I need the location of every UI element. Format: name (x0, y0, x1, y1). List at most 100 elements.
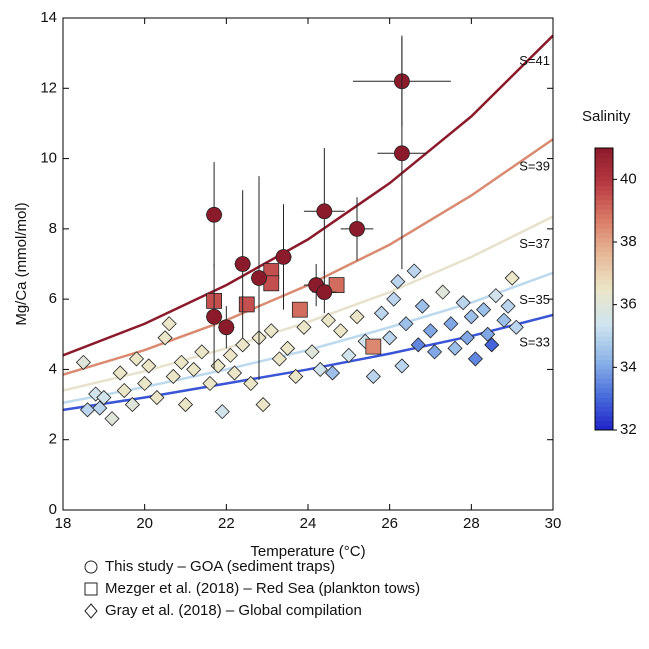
legend-symbol (84, 603, 98, 619)
circle-point (275, 249, 292, 265)
curve-label: S=39 (519, 159, 550, 174)
colorbar-cell (595, 420, 613, 426)
diamond-point (296, 319, 312, 335)
colorbar-cell (595, 157, 613, 163)
y-tick-label: 2 (49, 431, 57, 448)
x-tick-label: 18 (55, 515, 72, 532)
plot-frame (62, 17, 554, 511)
y-tick-label: 14 (40, 9, 57, 26)
legend-symbol (84, 560, 98, 574)
diamond-point (398, 316, 414, 332)
colorbar-cell (595, 401, 613, 407)
colorbar-cell (595, 204, 613, 210)
curve-label: S=33 (519, 334, 550, 349)
y-tick-label: 8 (49, 220, 57, 237)
diamond-point (263, 323, 279, 339)
diamond-point (504, 270, 520, 286)
colorbar-cell (595, 364, 613, 370)
colorbar-cell (595, 176, 613, 182)
colorbar-cell (595, 237, 613, 243)
colorbar-cell (595, 368, 613, 375)
colorbar-cell (595, 392, 613, 398)
colorbar-cell (595, 199, 613, 205)
diamond-point (414, 298, 430, 314)
x-tick-label: 30 (545, 515, 562, 532)
diamond-point (157, 330, 173, 346)
circle-point (316, 203, 333, 220)
diamond-point (288, 368, 304, 385)
curve-label: S=35 (519, 292, 550, 307)
colorbar-cell (595, 331, 613, 337)
diamond-point (255, 397, 271, 413)
colorbar-cell (595, 307, 613, 313)
diamond-point (496, 312, 512, 328)
colorbar-cell (595, 425, 613, 431)
circle-point (251, 270, 267, 286)
colorbar-cell (595, 303, 613, 309)
diamond-point (324, 365, 341, 381)
colorbar-cell (595, 317, 613, 323)
colorbar-cell (595, 279, 613, 285)
legend-text: Mezger et al. (2018) – Red Sea (plankton… (105, 580, 420, 597)
diamond-point (500, 298, 516, 314)
legend-text: Gray et al. (2018) – Global compilation (105, 602, 362, 619)
colorbar-cell (595, 293, 613, 299)
colorbar-cell (595, 345, 613, 351)
diamond-point (104, 411, 120, 427)
colorbar-cell (595, 406, 613, 412)
colorbar-tick-label: 40 (620, 170, 637, 187)
colorbar-cell (595, 260, 613, 266)
diamond-point (112, 365, 128, 381)
colorbar-cell (595, 242, 613, 248)
diamond-point (410, 337, 426, 353)
x-tick-label: 24 (300, 515, 317, 532)
diamond-point (488, 288, 504, 304)
diamond-point (427, 344, 443, 360)
diamond-point (271, 351, 287, 367)
legend-text: This study – GOA (sediment traps) (105, 558, 335, 575)
colorbar-tick-label: 32 (620, 421, 637, 438)
colorbar-cell (595, 190, 613, 196)
colorbar-cell (595, 350, 613, 356)
colorbar-cell (595, 270, 613, 276)
diamond-point (304, 344, 320, 360)
salinity-curve (63, 271, 553, 405)
diamond-point (186, 361, 202, 377)
colorbar-cell (595, 298, 613, 304)
colorbar-cell (595, 265, 613, 271)
colorbar-cell (595, 284, 613, 290)
colorbar-cell (595, 415, 613, 422)
diamond-point (341, 347, 357, 363)
colorbar-frame (594, 147, 614, 431)
colorbar-tick-label: 34 (620, 358, 637, 375)
diamond-point (210, 358, 226, 374)
diamond-point (365, 368, 381, 385)
diamond-point (480, 326, 496, 342)
square-point (291, 301, 308, 318)
diamond-point (222, 347, 238, 363)
colorbar-cell (595, 336, 613, 342)
colorbar-cell (595, 223, 613, 229)
colorbar-cell (595, 251, 613, 257)
colorbar-cell (595, 326, 613, 332)
diamond-point (226, 365, 243, 381)
y-label: Mg/Ca (mmol/mol) (13, 202, 30, 325)
diamond-point (165, 368, 181, 385)
diamond-point (194, 344, 210, 360)
colorbar-tick-label: 36 (620, 296, 637, 313)
colorbar-cell (595, 232, 613, 238)
diamond-point (88, 386, 104, 402)
colorbar-cell (595, 289, 613, 295)
x-label: Temperature (°C) (250, 543, 365, 560)
colorbar-cell (595, 312, 613, 318)
diamond-point (382, 330, 398, 346)
diamond-point (128, 351, 145, 367)
colorbar-cell (595, 373, 613, 379)
plot-area (63, 34, 553, 427)
x-tick-label: 22 (218, 515, 235, 532)
diamond-point (373, 305, 390, 321)
colorbar-tick-label: 38 (620, 233, 637, 250)
diamond-point (476, 302, 492, 318)
colorbar-cell (595, 218, 613, 224)
diamond-point (202, 375, 218, 392)
